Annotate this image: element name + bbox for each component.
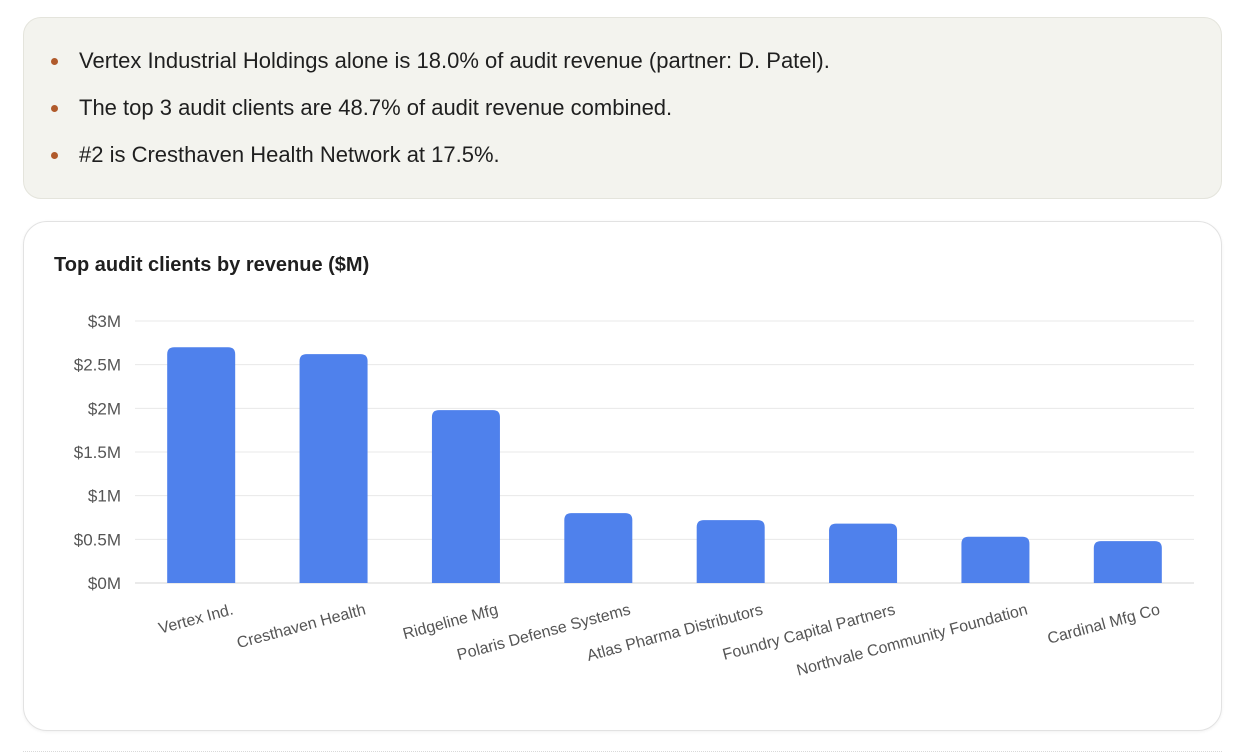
summary-bullet-text: Vertex Industrial Holdings alone is 18.0…	[79, 48, 830, 73]
summary-bullet-text: #2 is Cresthaven Health Network at 17.5%…	[79, 142, 500, 167]
y-tick-label: $0M	[88, 574, 121, 593]
x-tick-label: Cardinal Mfg Co	[1046, 601, 1162, 647]
bullet-dot-icon	[51, 152, 58, 159]
bar	[299, 354, 368, 583]
bar	[829, 523, 898, 583]
y-tick-label: $2M	[88, 399, 121, 418]
bar	[696, 520, 765, 583]
bar	[167, 347, 236, 583]
divider	[23, 751, 1222, 752]
chart-card: $0M $0.5M $1M $1.5M $2M $2.5M $3M Vertex Ind. Cr…	[23, 221, 1222, 731]
x-tick-label: Cresthaven Health	[235, 601, 367, 652]
chart-title: Top audit clients by revenue ($M)	[54, 254, 370, 276]
y-tick-label: $0.5M	[74, 530, 121, 549]
y-tick-label: $1.5M	[74, 443, 121, 462]
summary-panel: Vertex Industrial Holdings alone is 18.0…	[23, 17, 1222, 199]
bullet-dot-icon	[51, 105, 58, 112]
y-tick-label: $2.5M	[74, 356, 121, 375]
bar	[564, 513, 633, 583]
bar	[431, 410, 500, 583]
bar	[961, 536, 1030, 583]
bar	[1093, 541, 1162, 583]
bar-chart: $0M $0.5M $1M $1.5M $2M $2.5M $3M Vertex Ind. Cr…	[74, 312, 1194, 680]
bullet-dot-icon	[51, 58, 58, 65]
y-tick-label: $3M	[88, 312, 121, 331]
x-tick-label: Vertex Ind.	[157, 601, 235, 637]
x-tick-label: Northvale Community Foundation	[795, 601, 1030, 679]
y-tick-label: $1M	[88, 487, 121, 506]
summary-bullet-text: The top 3 audit clients are 48.7% of aud…	[79, 95, 673, 120]
x-tick-label: Ridgeline Mfg	[401, 601, 500, 643]
